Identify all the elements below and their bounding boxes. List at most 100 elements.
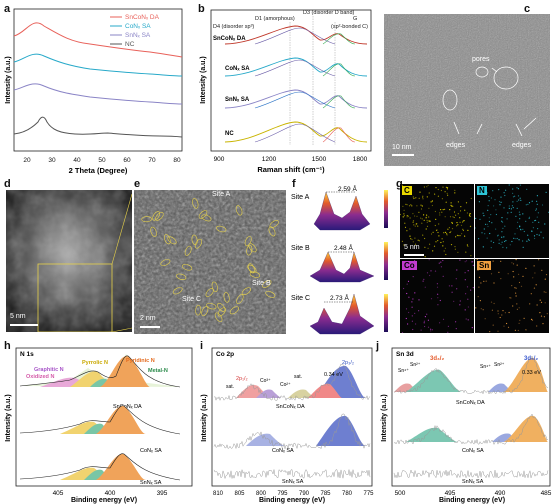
panel-f-site-b: Site B 2.48 Å [291, 242, 388, 283]
panel-d-haadf-image: 5 nm [6, 190, 132, 332]
panel-c-pore [442, 89, 458, 111]
panel-f-distance: 2.48 Å [334, 243, 353, 252]
panel-j-xlabel: Binding energy (eV) [439, 497, 505, 504]
eds-map-c: C 5 nm [400, 184, 474, 258]
panel-b-sample-label: SnNₓ SA [225, 97, 250, 103]
panel-h-species-metal: Metal-N [148, 368, 168, 374]
panel-h-xtick: 405 [53, 490, 64, 497]
panel-i-xtick: 780 [342, 491, 353, 497]
panel-h-species-pyridinic: Pyridinic N [126, 358, 155, 364]
panel-c-edges-label: edges [446, 142, 466, 149]
panel-a-xrd-chart: 20 30 40 50 60 70 80 2 Theta (Degree) In… [5, 8, 183, 175]
panel-b-annot-d3: D3 (disorder D band) [303, 10, 355, 16]
panel-a-xtick: 50 [98, 157, 106, 164]
panel-label-b: b [198, 3, 205, 15]
panel-h-spectrum-con: CoNₓ SA [19, 405, 181, 454]
panel-j-ylabel: Intensity (a.u.) [381, 394, 388, 441]
panel-i-sat1: sat. [226, 384, 234, 390]
panel-h-spectrum-snn: SnNₓ SA [19, 453, 181, 486]
panel-b-xtick: 900 [214, 156, 225, 163]
panel-i-frame [211, 347, 373, 487]
panel-h-sample-label: SnNₓ SA [140, 480, 162, 486]
panel-c-tem-image: pores edges edges 10 nm [384, 14, 550, 166]
panel-i-sample-label: SnNₓ SA [282, 479, 304, 485]
panel-label-a: a [4, 3, 11, 15]
panel-label-j: j [376, 340, 380, 352]
panel-a-curve-sncon [13, 22, 183, 58]
panel-c-pore [493, 66, 519, 90]
panel-j-title: Sn 3d [396, 351, 414, 358]
panel-j-sample-label: SnNₓ SA [462, 479, 484, 485]
panel-h-sample-label: CoNₓ SA [140, 448, 162, 454]
panel-e-site-c-label: Site C [182, 296, 202, 303]
eds-map-sn: Sn [475, 259, 549, 333]
panel-b-xtick: 1200 [262, 156, 277, 163]
panel-a-xtick: 20 [23, 157, 31, 164]
panel-j-xtick: 495 [445, 490, 456, 497]
panel-j-peak-3d32: 3d₃/₂ [430, 356, 444, 362]
panel-label-c: c [524, 3, 531, 15]
panel-i-co2p-xps: Co 2p 2p₁/₂ Co³⁺ Co²⁺ sat. sat. 2p₃/₂ 0.… [201, 347, 374, 504]
panel-a-legend-nc: NC [125, 41, 135, 48]
panel-b-raman-chart: D1 (amorphous) D3 (disorder D band) D4 (… [200, 9, 372, 174]
panel-j-spectrum-snn: SnNₓ SA [393, 469, 549, 485]
panel-label-g: g [396, 178, 403, 190]
panel-j-peak-3d52: 3d₅/₂ [524, 356, 538, 362]
panel-b-annot-d4: D4 (disorder sp³) [213, 24, 254, 30]
panel-i-peak-2p12: 2p₁/₂ [236, 376, 248, 382]
panel-j-peak-sn2b: Sn²⁺ [494, 362, 505, 368]
panel-b-annot-g-desc: (sp²-bonded C) [331, 24, 368, 30]
panel-b-xlabel: Raman shift (cm⁻¹) [257, 165, 325, 174]
panel-j-xtick: 485 [541, 490, 552, 497]
panel-e-site-a-label: Site A [212, 191, 231, 198]
panel-d-scale-bar [10, 324, 38, 326]
panel-e-scale-bar [140, 326, 160, 328]
panel-h-n1s-xps: N 1s SnCoNₓ DA Pyrrolic N Graphitic N Ox… [5, 347, 193, 504]
panel-e-scale-label: 2 nm [140, 315, 156, 322]
panel-a-legend-snn: SnNₓ SA [125, 32, 151, 39]
panel-a-curve-snn [13, 83, 183, 105]
panel-f-site-label: Site A [291, 194, 310, 201]
panel-c-pores-label: pores [472, 56, 490, 63]
panel-i-peak-2p32: 2p₃/₂ [342, 360, 354, 366]
panel-h-xtick: 395 [157, 490, 168, 497]
panel-b-sample-label: CoNₓ SA [225, 66, 250, 72]
panel-h-species-oxidized: Oxidized N [26, 374, 54, 380]
panel-a-ylabel: Intensity (a.u.) [5, 56, 12, 103]
panel-j-sn3d-xps: Sn 3d Sn⁴⁺ Sn²⁺ 3d₃/₂ Sn⁴⁺ Sn²⁺ 3d₅/₂ 0.… [381, 347, 552, 504]
panel-a-legend-con: CoNₓ SA [125, 23, 151, 30]
eds-map-label: Sn [477, 261, 492, 270]
panel-j-xtick: 500 [395, 490, 406, 497]
panel-b-spectrum-snn: SnNₓ SA [224, 89, 368, 109]
panel-a-xtick: 80 [173, 157, 181, 164]
panel-i-xtick: 810 [213, 491, 224, 497]
panel-b-sample-label: NC [225, 131, 234, 137]
panel-b-annot-d1: D1 (amorphous) [255, 16, 295, 22]
panel-g-eds-maps: C 5 nm N Co Sn [400, 184, 550, 334]
panel-i-shift: 0.34 eV [324, 372, 343, 378]
panel-b-xtick: 1500 [312, 156, 327, 163]
panel-b-xtick: 1800 [353, 156, 368, 163]
panel-i-spectrum-sncon: 2p₁/₂ Co³⁺ Co²⁺ sat. sat. 2p₃/₂ 0.34 eV … [213, 360, 371, 410]
panel-f-distance: 2.59 Å [338, 184, 357, 193]
panel-j-peak-sn2a: Sn²⁺ [410, 362, 421, 368]
panel-label-f: f [292, 178, 296, 190]
panel-b-spectrum-sncon: SnCoNₓ DA [213, 25, 368, 45]
panel-j-sample-label: SnCoNₓ DA [456, 400, 485, 406]
panel-c-scale-bar [392, 154, 414, 156]
panel-e-atomic-image: Site A Site B Site C 2 nm [134, 190, 286, 334]
panel-h-frame [15, 347, 193, 487]
eds-map-co: Co [400, 259, 474, 333]
panel-i-peak-co2: Co²⁺ [280, 382, 291, 388]
panel-i-title: Co 2p [216, 351, 234, 358]
panel-a-curve-con [13, 53, 183, 77]
panel-f-intensity-profiles: Site A 2.59 Å Site B 2.48 Å Site C 2.73 … [291, 184, 388, 335]
panel-a-legend-sncon: SnCoNₓ DA [125, 14, 160, 21]
panel-h-xtick: 400 [105, 490, 116, 497]
panel-j-peak-sn4a: Sn⁴⁺ [398, 368, 409, 374]
panel-h-spectrum-sncon: SnCoNₓ DA [19, 354, 181, 410]
panel-e-site-b-label: Site B [252, 280, 271, 287]
panel-j-sample-label: CoNₓ SA [462, 448, 484, 454]
panel-label-d: d [4, 178, 11, 190]
eds-map-label: Co [402, 261, 417, 270]
